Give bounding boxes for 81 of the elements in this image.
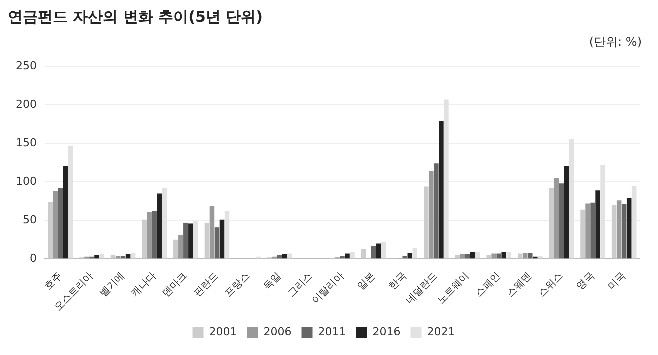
bar: [549, 188, 554, 259]
bar: [586, 204, 590, 259]
bar: [220, 220, 225, 259]
bar: [486, 255, 492, 259]
bar: [475, 252, 480, 259]
bar: [412, 248, 418, 259]
bar: [116, 256, 121, 259]
bar: [48, 202, 54, 259]
x-tick-label: 독일: [262, 270, 284, 292]
x-tick-label: 일본: [356, 270, 378, 292]
bar: [460, 254, 466, 259]
bar: [554, 178, 560, 259]
bar: [439, 121, 444, 259]
bar: [564, 166, 570, 259]
bar: [53, 191, 58, 259]
bar: [496, 254, 502, 259]
bar: [142, 220, 147, 259]
bar: [376, 244, 382, 259]
bar: [100, 254, 104, 259]
bar: [210, 206, 215, 259]
bar: [502, 252, 506, 259]
bar: [126, 254, 131, 259]
bar: [120, 256, 126, 259]
x-tick-label: 영국: [575, 270, 597, 292]
bar: [590, 202, 596, 259]
x-tick-label: 한국: [387, 270, 410, 292]
legend-label: 2021: [427, 325, 456, 338]
bar: [424, 186, 429, 259]
y-tick-label: 50: [22, 214, 37, 227]
bar: [523, 253, 528, 259]
bar: [130, 253, 136, 259]
legend-label: 2016: [372, 325, 401, 338]
bar: [622, 204, 627, 259]
bar: [152, 211, 157, 259]
chart-title: 연금펀드 자산의 변화 추이(5년 단위): [8, 8, 264, 28]
x-tick-label: 미국: [606, 270, 628, 292]
bar: [402, 256, 408, 259]
bar: [94, 255, 100, 259]
bar: [345, 254, 350, 259]
y-tick-label: 200: [16, 98, 37, 111]
bar: [596, 190, 600, 259]
bar: [434, 164, 439, 259]
bar: [616, 200, 622, 259]
bar: [174, 240, 178, 259]
bar: [147, 212, 152, 259]
bar: [580, 210, 586, 259]
y-tick-label: 150: [16, 136, 37, 150]
bar: [470, 252, 476, 259]
bar: [288, 254, 292, 259]
bar: [408, 253, 413, 259]
bar: [63, 166, 68, 259]
bar: [184, 222, 188, 259]
bar: [612, 205, 617, 259]
bar: [188, 224, 194, 259]
bar: [528, 253, 533, 259]
bar: [371, 246, 376, 259]
bar: [492, 254, 496, 259]
bar: [58, 188, 64, 259]
y-tick-label: 0: [30, 252, 37, 266]
y-tick-label: 100: [16, 174, 37, 188]
bar: [518, 254, 523, 259]
bar: [178, 235, 184, 259]
y-tick-label: 250: [16, 59, 37, 72]
legend-label: 2006: [264, 325, 292, 338]
bar: [538, 256, 543, 259]
bar: [214, 228, 220, 259]
bar: [361, 249, 366, 259]
bar: [559, 184, 564, 259]
bar: [350, 252, 355, 259]
bar: [282, 254, 288, 259]
bar: [157, 194, 162, 259]
legend-label: 2011: [318, 325, 346, 338]
legend-label: 2001: [209, 325, 238, 338]
bar: [626, 198, 632, 259]
text: (단위: %): [588, 34, 643, 51]
bar: [465, 254, 470, 259]
bar: [506, 252, 512, 259]
bar: [340, 256, 345, 259]
bar: [204, 222, 210, 259]
bar: [429, 171, 434, 259]
bar: [381, 242, 386, 259]
